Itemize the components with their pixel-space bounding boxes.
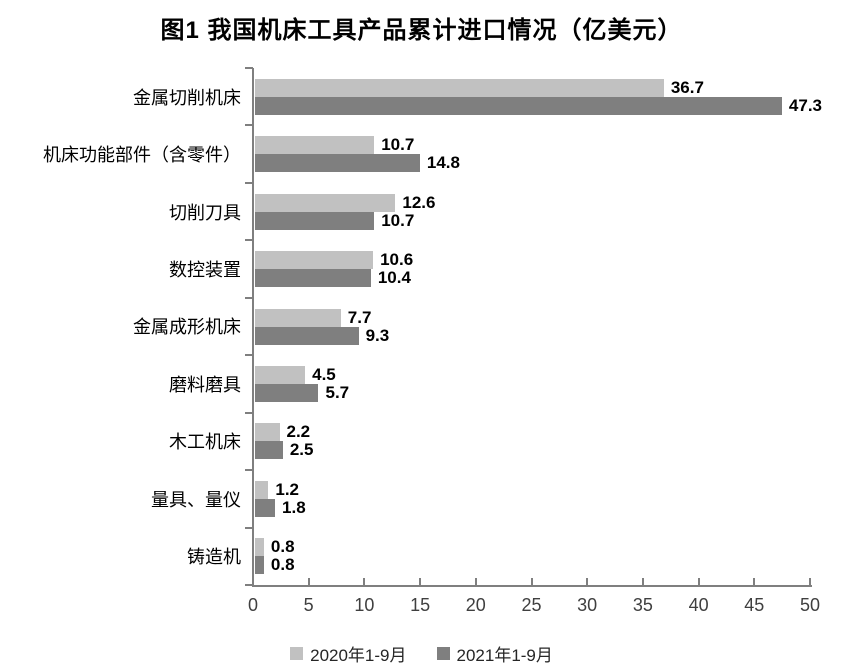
legend-item-2020: 2020年1-9月 — [290, 641, 407, 666]
bar-value-label: 47.3 — [788, 95, 823, 115]
bar-2020年1-9月 — [255, 193, 396, 212]
bar-2020年1-9月 — [255, 308, 341, 327]
bar-value-label: 10.7 — [381, 135, 415, 155]
bar-value-label: 36.7 — [670, 77, 704, 97]
x-axis-tick — [252, 578, 254, 585]
bar-2021年1-9月 — [255, 269, 371, 288]
category-label: 金属成形机床 — [133, 317, 241, 338]
bar-2021年1-9月 — [255, 154, 420, 173]
bar-value-label: 9.3 — [365, 325, 390, 345]
y-axis-tick — [245, 411, 253, 414]
bar-2021年1-9月 — [255, 498, 276, 517]
bar-value-label: 12.6 — [402, 192, 436, 212]
x-axis-tick-label: 45 — [744, 595, 765, 615]
x-axis-tick — [419, 578, 422, 585]
y-axis-tick — [245, 354, 253, 357]
y-axis-tick — [245, 181, 253, 184]
bar-value-label: 2.2 — [286, 422, 311, 442]
bar-2021年1-9月 — [255, 96, 782, 115]
bar-2020年1-9月 — [255, 136, 375, 155]
y-axis-tick — [245, 124, 253, 127]
bar-2020年1-9月 — [255, 480, 269, 499]
bar-value-label: 10.4 — [377, 268, 411, 288]
legend-item-2021: 2021年1-9月 — [436, 641, 553, 666]
y-axis-line — [252, 68, 254, 587]
y-axis-tick — [245, 296, 253, 299]
category-label: 量具、量仪 — [151, 489, 241, 510]
legend-label-2021: 2021年1-9月 — [456, 646, 553, 665]
y-axis-tick — [245, 239, 253, 242]
x-axis-tick — [753, 578, 756, 585]
legend-label-2020: 2020年1-9月 — [310, 646, 407, 665]
x-axis-tick-label: 35 — [632, 595, 653, 615]
x-axis-tick — [363, 578, 366, 585]
bar-value-label: 0.8 — [270, 537, 295, 557]
bar-2021年1-9月 — [255, 383, 319, 402]
legend-swatch-2020 — [290, 647, 304, 660]
category-label: 磨料磨具 — [169, 374, 241, 395]
bar-value-label: 0.8 — [270, 555, 295, 575]
bar-value-label: 5.7 — [325, 382, 350, 402]
x-axis-tick-label: 20 — [465, 595, 486, 615]
bar-value-label: 10.6 — [380, 250, 414, 270]
x-axis-tick-label: 10 — [354, 595, 375, 615]
x-axis-tick-label: 25 — [521, 595, 542, 615]
x-axis-tick — [809, 578, 811, 585]
x-axis-tick — [474, 578, 477, 585]
category-label: 木工机床 — [169, 432, 241, 453]
chart-title: 图1 我国机床工具产品累计进口情况（亿美元） — [160, 17, 683, 44]
y-axis-tick — [245, 469, 253, 472]
bar-value-label: 14.8 — [426, 153, 460, 173]
bar-value-label: 1.2 — [275, 479, 299, 499]
x-axis-tick — [586, 578, 589, 585]
x-axis-tick-label: 40 — [688, 595, 709, 615]
bar-2020年1-9月 — [255, 423, 280, 442]
category-label: 数控装置 — [169, 260, 241, 281]
x-axis-tick-label: 30 — [577, 595, 598, 615]
x-axis-tick-label: 0 — [247, 595, 258, 615]
bar-2021年1-9月 — [255, 556, 264, 575]
legend-swatch-2021 — [436, 647, 450, 660]
bar-value-label: 4.5 — [312, 364, 336, 384]
bar-2021年1-9月 — [255, 441, 283, 460]
y-axis-tick — [245, 526, 253, 529]
x-axis-line — [252, 585, 812, 587]
y-axis-tick — [245, 584, 253, 586]
bar-value-label: 1.8 — [282, 497, 306, 517]
bar-2020年1-9月 — [255, 78, 664, 97]
bar-2020年1-9月 — [255, 538, 264, 557]
bar-2020年1-9月 — [255, 251, 374, 270]
x-axis-tick — [530, 578, 533, 585]
y-axis-tick — [245, 67, 253, 69]
x-axis-tick — [641, 578, 644, 585]
x-axis-tick-label: 50 — [799, 595, 821, 615]
x-axis-tick-label: 5 — [303, 595, 314, 615]
category-label: 切削刀具 — [169, 202, 241, 223]
bar-value-label: 2.5 — [289, 440, 314, 460]
x-axis-tick — [307, 578, 310, 585]
bar-2021年1-9月 — [255, 326, 359, 345]
bar-value-label: 10.7 — [381, 210, 415, 230]
category-label: 金属切削机床 — [133, 87, 241, 108]
bar-value-label: 7.7 — [347, 307, 372, 327]
x-axis-tick-label: 15 — [410, 595, 431, 615]
category-label: 铸造机 — [187, 547, 241, 568]
bar-2021年1-9月 — [255, 211, 375, 230]
category-label: 机床功能部件（含零件） — [43, 145, 241, 166]
legend: 2020年1-9月 2021年1-9月 — [0, 641, 843, 666]
bar-2020年1-9月 — [255, 365, 306, 384]
x-axis-tick — [697, 578, 700, 585]
